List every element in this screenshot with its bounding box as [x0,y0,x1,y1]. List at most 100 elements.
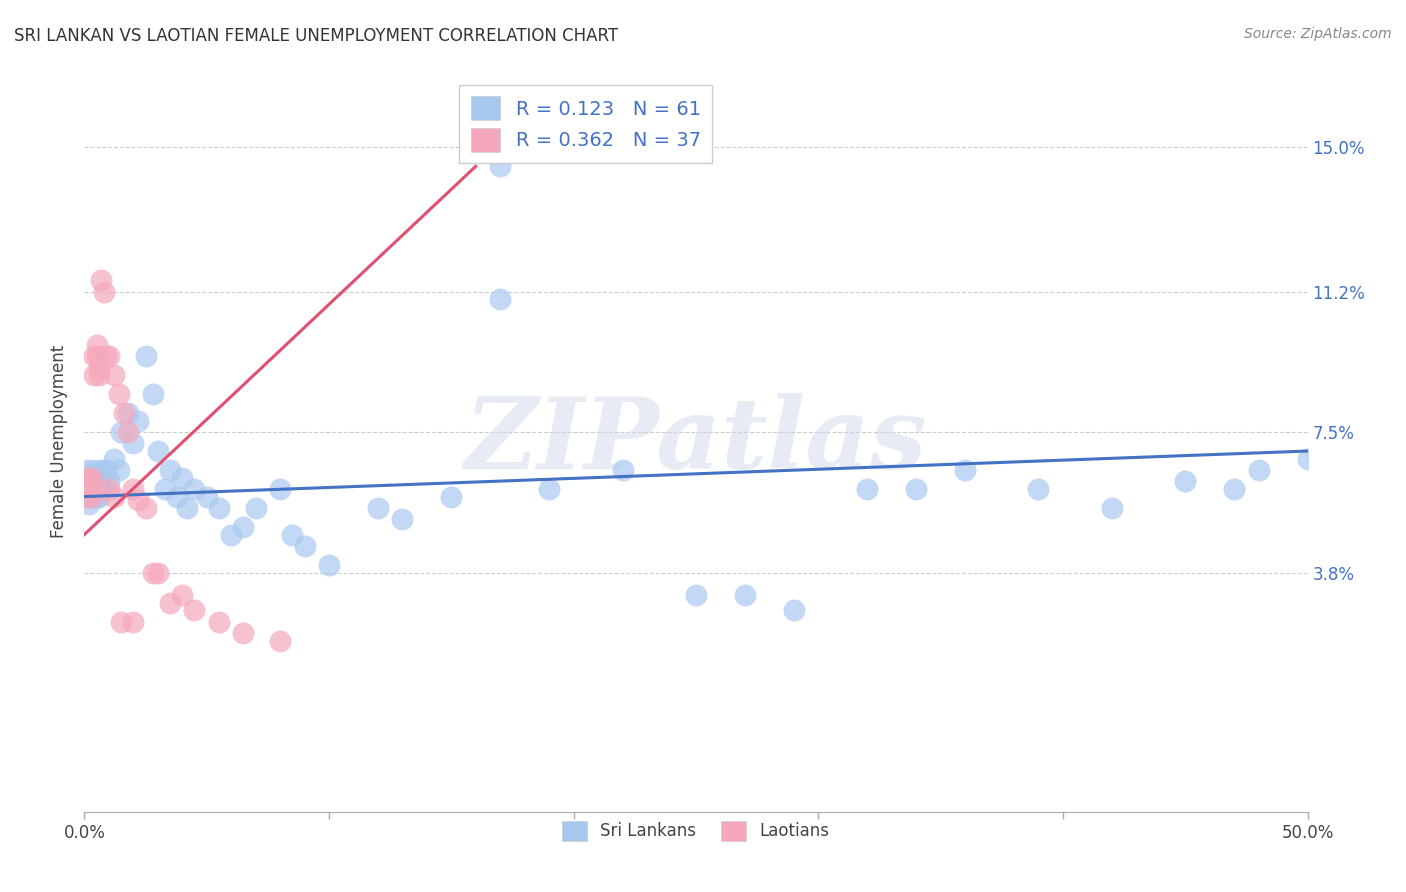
Sri Lankans [103,451,125,466]
Sri Lankans [1247,463,1270,477]
Sri Lankans [127,414,149,428]
Laotians [159,596,181,610]
Sri Lankans [77,482,100,496]
Sri Lankans [734,588,756,602]
Sri Lankans [96,463,118,477]
Laotians [142,566,165,580]
Laotians [86,349,108,363]
Sri Lankans [1296,451,1319,466]
Sri Lankans [269,482,291,496]
Sri Lankans [97,475,120,489]
Laotians [76,470,98,484]
Sri Lankans [281,527,304,541]
Legend: Sri Lankans, Laotians: Sri Lankans, Laotians [555,814,837,847]
Sri Lankans [110,425,132,439]
Sri Lankans [953,463,976,477]
Laotians [77,482,100,496]
Laotians [96,349,118,363]
Laotians [110,615,132,629]
Sri Lankans [318,558,340,572]
Sri Lankans [294,539,316,553]
Sri Lankans [86,470,108,484]
Sri Lankans [232,520,254,534]
Sri Lankans [135,349,157,363]
Laotians [117,425,139,439]
Sri Lankans [1223,482,1246,496]
Sri Lankans [166,490,188,504]
Sri Lankans [245,500,267,515]
Sri Lankans [80,490,103,504]
Laotians [122,482,145,496]
Laotians [103,368,125,383]
Sri Lankans [489,159,512,173]
Sri Lankans [489,292,512,306]
Sri Lankans [219,527,242,541]
Laotians [146,566,169,580]
Sri Lankans [183,482,205,496]
Sri Lankans [146,444,169,458]
Sri Lankans [159,463,181,477]
Laotians [172,588,194,602]
Sri Lankans [172,470,194,484]
Text: ZIPatlas: ZIPatlas [465,393,927,490]
Sri Lankans [1174,475,1197,489]
Laotians [112,406,135,420]
Sri Lankans [117,406,139,420]
Laotians [97,482,120,496]
Text: Source: ZipAtlas.com: Source: ZipAtlas.com [1244,27,1392,41]
Laotians [87,360,110,375]
Sri Lankans [76,482,98,496]
Laotians [83,368,105,383]
Sri Lankans [153,482,176,496]
Laotians [86,337,108,351]
Sri Lankans [176,500,198,515]
Sri Lankans [93,482,115,496]
Sri Lankans [76,463,98,477]
Sri Lankans [685,588,707,602]
Sri Lankans [87,475,110,489]
Laotians [93,285,115,299]
Laotians [107,387,129,401]
Sri Lankans [86,490,108,504]
Sri Lankans [367,500,389,515]
Sri Lankans [208,500,231,515]
Laotians [232,626,254,640]
Laotians [80,470,103,484]
Sri Lankans [195,490,218,504]
Sri Lankans [783,603,806,617]
Laotians [83,349,105,363]
Laotians [269,633,291,648]
Laotians [80,482,103,496]
Sri Lankans [76,490,98,504]
Text: SRI LANKAN VS LAOTIAN FEMALE UNEMPLOYMENT CORRELATION CHART: SRI LANKAN VS LAOTIAN FEMALE UNEMPLOYMEN… [14,27,619,45]
Sri Lankans [612,463,634,477]
Laotians [135,500,157,515]
Laotians [97,349,120,363]
Sri Lankans [538,482,561,496]
Sri Lankans [142,387,165,401]
Sri Lankans [83,463,105,477]
Laotians [76,475,98,489]
Laotians [80,490,103,504]
Sri Lankans [1101,500,1123,515]
Sri Lankans [80,475,103,489]
Laotians [208,615,231,629]
Sri Lankans [90,463,112,477]
Sri Lankans [391,512,413,526]
Laotians [76,490,98,504]
Laotians [103,490,125,504]
Laotians [127,493,149,508]
Sri Lankans [122,436,145,450]
Sri Lankans [83,482,105,496]
Laotians [122,615,145,629]
Sri Lankans [87,490,110,504]
Sri Lankans [107,463,129,477]
Laotians [77,475,100,489]
Laotians [90,273,112,287]
Sri Lankans [905,482,928,496]
Sri Lankans [1028,482,1050,496]
Sri Lankans [440,490,463,504]
Y-axis label: Female Unemployment: Female Unemployment [51,345,69,538]
Laotians [183,603,205,617]
Sri Lankans [856,482,879,496]
